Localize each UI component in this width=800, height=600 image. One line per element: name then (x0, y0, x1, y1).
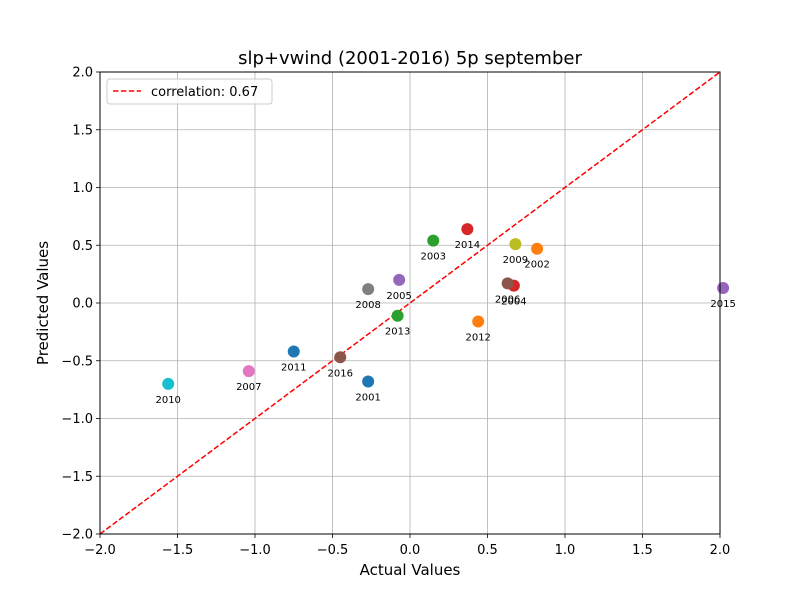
data-point-2012 (472, 315, 485, 328)
data-point-2015 (717, 281, 730, 294)
point-label-2011: 2011 (281, 363, 306, 374)
y-tick-label: 2.0 (72, 66, 93, 81)
point-label-2002: 2002 (524, 260, 549, 271)
x-tick-label: 2.0 (710, 543, 731, 558)
data-point-2007 (242, 365, 255, 378)
x-tick-label: −1.5 (162, 543, 194, 558)
y-tick-label: 1.0 (72, 181, 93, 196)
point-label-2015: 2015 (710, 299, 735, 310)
data-point-2016 (334, 351, 347, 364)
data-point-2003 (427, 234, 440, 247)
point-label-2003: 2003 (421, 252, 446, 263)
point-label-2004: 2004 (501, 297, 526, 308)
data-point-2002 (531, 242, 544, 255)
point-label-2001: 2001 (355, 393, 380, 404)
point-label-2013: 2013 (385, 327, 410, 338)
point-label-2005: 2005 (386, 291, 411, 302)
data-point-2014 (461, 223, 474, 236)
data-point-2008 (362, 283, 375, 296)
data-point-2011 (287, 345, 300, 358)
y-axis-title: Predicted Values (34, 241, 52, 365)
correlation-reference-line (100, 72, 720, 534)
data-point-2001 (362, 375, 375, 388)
y-tick-label: −1.5 (61, 470, 93, 485)
point-label-2008: 2008 (355, 300, 380, 311)
y-tick-label: 0.5 (72, 239, 93, 254)
x-axis-ticks: −2.0 −1.5 −1.0 −0.5 0.0 0.5 1.0 1.5 2.0 (84, 534, 730, 558)
x-tick-label: 1.5 (632, 543, 653, 558)
legend-box (106, 78, 273, 105)
legend: correlation: 0.67 (106, 78, 273, 105)
x-axis-title: Actual Values (360, 561, 461, 579)
y-tick-label: −1.0 (61, 412, 93, 427)
point-labels: 2001 2002 2003 2004 2005 2006 2007 2008 2009 2010… (155, 240, 735, 406)
point-label-2016: 2016 (328, 368, 353, 379)
data-points (162, 223, 730, 390)
data-point-2013 (391, 309, 404, 322)
legend-label: correlation: 0.67 (151, 85, 258, 100)
y-tick-label: 1.5 (72, 123, 93, 138)
chart-title: slp+vwind (2001-2016) 5p september (238, 48, 582, 69)
data-point-2009 (509, 238, 522, 251)
reference-line-group (100, 72, 720, 534)
data-point-2006 (501, 277, 514, 290)
data-point-2005 (393, 273, 406, 286)
data-point-2010 (162, 377, 175, 390)
point-label-2007: 2007 (236, 382, 261, 393)
point-label-2006: 2006 (495, 294, 520, 305)
y-tick-label: −2.0 (61, 528, 93, 543)
point-label-2014: 2014 (455, 240, 480, 251)
x-tick-label: 0.0 (400, 543, 421, 558)
y-tick-label: 0.0 (72, 297, 93, 312)
point-label-2009: 2009 (503, 255, 528, 266)
point-label-2012: 2012 (465, 332, 490, 343)
x-tick-label: −0.5 (317, 543, 349, 558)
x-tick-label: 0.5 (477, 543, 498, 558)
x-tick-label: −1.0 (239, 543, 271, 558)
y-tick-label: −0.5 (61, 354, 93, 369)
point-label-2010: 2010 (155, 395, 180, 406)
y-axis-ticks: −2.0 −1.5 −1.0 −0.5 0.0 0.5 1.0 1.5 2.0 (61, 66, 100, 543)
x-tick-label: −2.0 (84, 543, 116, 558)
x-tick-label: 1.0 (555, 543, 576, 558)
grid-lines (99, 71, 721, 535)
